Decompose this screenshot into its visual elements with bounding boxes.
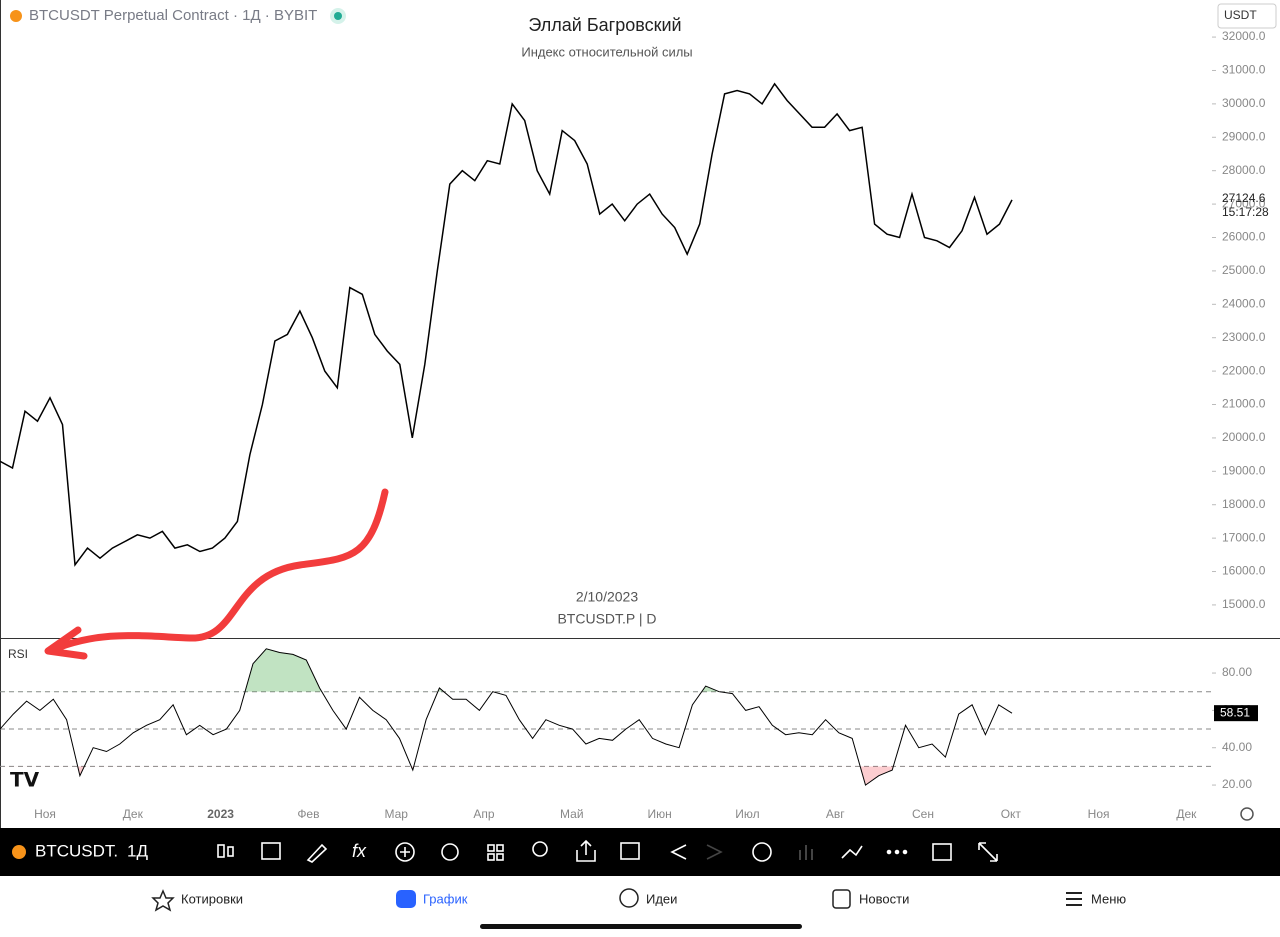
x-tick-label: Ноя bbox=[34, 807, 56, 821]
nav-item[interactable]: Идеи bbox=[646, 891, 677, 906]
x-tick-label: Май bbox=[560, 807, 584, 821]
y-tick-label: 21000.0 bbox=[1222, 397, 1266, 411]
arrow-head bbox=[44, 626, 88, 660]
watermark-ticker: BTCUSDT.P | D bbox=[557, 611, 656, 627]
y-tick-label: 27000.0 bbox=[1222, 196, 1266, 210]
icon-share[interactable] bbox=[576, 839, 596, 862]
icon-redo[interactable] bbox=[706, 844, 723, 860]
y-tick-label: 25000.0 bbox=[1222, 263, 1266, 277]
nav-icon bbox=[619, 888, 639, 908]
icon-candles[interactable] bbox=[217, 844, 225, 858]
icon-alert[interactable] bbox=[441, 843, 459, 861]
y-tick-label: 16000.0 bbox=[1222, 564, 1266, 578]
icon-candles-2[interactable] bbox=[227, 846, 234, 857]
y-tick-label: 80.00 bbox=[1222, 665, 1252, 679]
x-tick-label: Дек bbox=[1176, 807, 1197, 821]
x-tick-label: Фев bbox=[297, 807, 319, 821]
nav-item[interactable]: Меню bbox=[1091, 891, 1126, 906]
nav-item[interactable]: Котировки bbox=[181, 891, 243, 906]
icon-fullscreen[interactable] bbox=[978, 842, 998, 862]
icon-bars[interactable] bbox=[799, 845, 813, 860]
y-tick-label: 20.00 bbox=[1222, 777, 1252, 791]
icon-grid[interactable] bbox=[487, 844, 495, 852]
coin-icon bbox=[10, 10, 22, 22]
nav-icon bbox=[832, 889, 851, 909]
icon-undo[interactable] bbox=[670, 844, 687, 860]
tv-logo: 𝗧𝗩 bbox=[10, 769, 40, 791]
toolbar-icons: fx bbox=[217, 839, 998, 863]
y-tick-label: 40.00 bbox=[1222, 740, 1252, 754]
y-tick-label: 19000.0 bbox=[1222, 463, 1266, 477]
icon-add[interactable] bbox=[395, 842, 415, 862]
symbol-title: BTCUSDT Perpetual Contract · 1Д · BYBIT bbox=[29, 7, 317, 24]
watermark-title: Эллай Багровский bbox=[528, 15, 681, 35]
status-dot-inner bbox=[334, 12, 342, 20]
settings-icon[interactable] bbox=[1240, 807, 1254, 821]
icon-more[interactable] bbox=[886, 849, 892, 855]
x-tick-label: 2023 bbox=[207, 807, 234, 821]
toolbar-interval[interactable]: 1Д bbox=[127, 841, 148, 860]
icon-window[interactable] bbox=[932, 843, 952, 861]
coin-icon bbox=[12, 845, 26, 859]
countdown: 15:17:28 bbox=[1222, 205, 1269, 219]
x-tick-label: Авг bbox=[826, 807, 845, 821]
last-value: 58.51 bbox=[1220, 705, 1250, 719]
icon-info[interactable] bbox=[752, 842, 772, 862]
x-tick-label: Дек bbox=[123, 807, 144, 821]
toolbar bbox=[0, 828, 1280, 876]
icon-draw[interactable] bbox=[306, 843, 328, 863]
overbought-fill bbox=[0, 648, 1012, 692]
y-tick-label: 32000.0 bbox=[1222, 29, 1266, 43]
icon-idea[interactable] bbox=[532, 841, 548, 857]
currency-select[interactable] bbox=[1217, 3, 1277, 29]
rsi-label: RSI bbox=[8, 647, 28, 661]
home-indicator bbox=[480, 924, 802, 929]
y-tick-label: 30000.0 bbox=[1222, 96, 1266, 110]
nav-icon bbox=[151, 889, 175, 912]
icon-grid[interactable] bbox=[496, 853, 504, 861]
icon-replay[interactable] bbox=[261, 842, 281, 860]
y-tick-label: 31000.0 bbox=[1222, 63, 1266, 77]
icon-fx[interactable]: fx bbox=[352, 841, 367, 861]
y-tick-label: 28000.0 bbox=[1222, 163, 1266, 177]
x-tick-label: Окт bbox=[1001, 807, 1022, 821]
y-tick-label: 26000.0 bbox=[1222, 230, 1266, 244]
y-tick-label: 18000.0 bbox=[1222, 497, 1266, 511]
x-tick-label: Июл bbox=[735, 807, 759, 821]
last-value-box bbox=[1214, 705, 1258, 722]
toolbar-symbol[interactable]: BTCUSDT. bbox=[35, 841, 118, 860]
y-tick-label: 29000.0 bbox=[1222, 129, 1266, 143]
icon-grid[interactable] bbox=[496, 844, 504, 852]
icon-remove[interactable] bbox=[620, 842, 640, 860]
y-tick-label: 20000.0 bbox=[1222, 430, 1266, 444]
annotation-arrow bbox=[48, 488, 389, 654]
watermark-subtitle: Индекс относительной силы bbox=[521, 44, 692, 59]
y-tick-label: 22000.0 bbox=[1222, 363, 1266, 377]
nav-item[interactable]: График bbox=[423, 891, 468, 906]
x-tick-label: Апр bbox=[473, 807, 495, 821]
icon-more[interactable] bbox=[902, 849, 908, 855]
y-tick-label: 24000.0 bbox=[1222, 296, 1266, 310]
last-price: 27124.6 bbox=[1222, 191, 1266, 205]
x-tick-label: Ноя bbox=[1088, 807, 1110, 821]
x-tick-label: Сен bbox=[912, 807, 934, 821]
x-tick-label: Мар bbox=[384, 807, 408, 821]
y-tick-label: 17000.0 bbox=[1222, 530, 1266, 544]
icon-grid[interactable] bbox=[487, 853, 495, 861]
icon-more[interactable] bbox=[894, 849, 900, 855]
rsi-line bbox=[0, 648, 1013, 786]
watermark-date: 2/10/2023 bbox=[576, 589, 638, 605]
currency: USDT bbox=[1224, 8, 1257, 22]
icon-trend[interactable] bbox=[841, 845, 863, 859]
price-line bbox=[0, 82, 1013, 567]
y-tick-label: 15000.0 bbox=[1222, 597, 1266, 611]
y-tick-label: 23000.0 bbox=[1222, 330, 1266, 344]
nav-icon bbox=[1066, 892, 1082, 906]
nav-icon bbox=[396, 890, 416, 908]
x-tick-label: Июн bbox=[647, 807, 671, 821]
icon-plus bbox=[400, 847, 410, 857]
nav-item[interactable]: Новости bbox=[859, 891, 909, 906]
